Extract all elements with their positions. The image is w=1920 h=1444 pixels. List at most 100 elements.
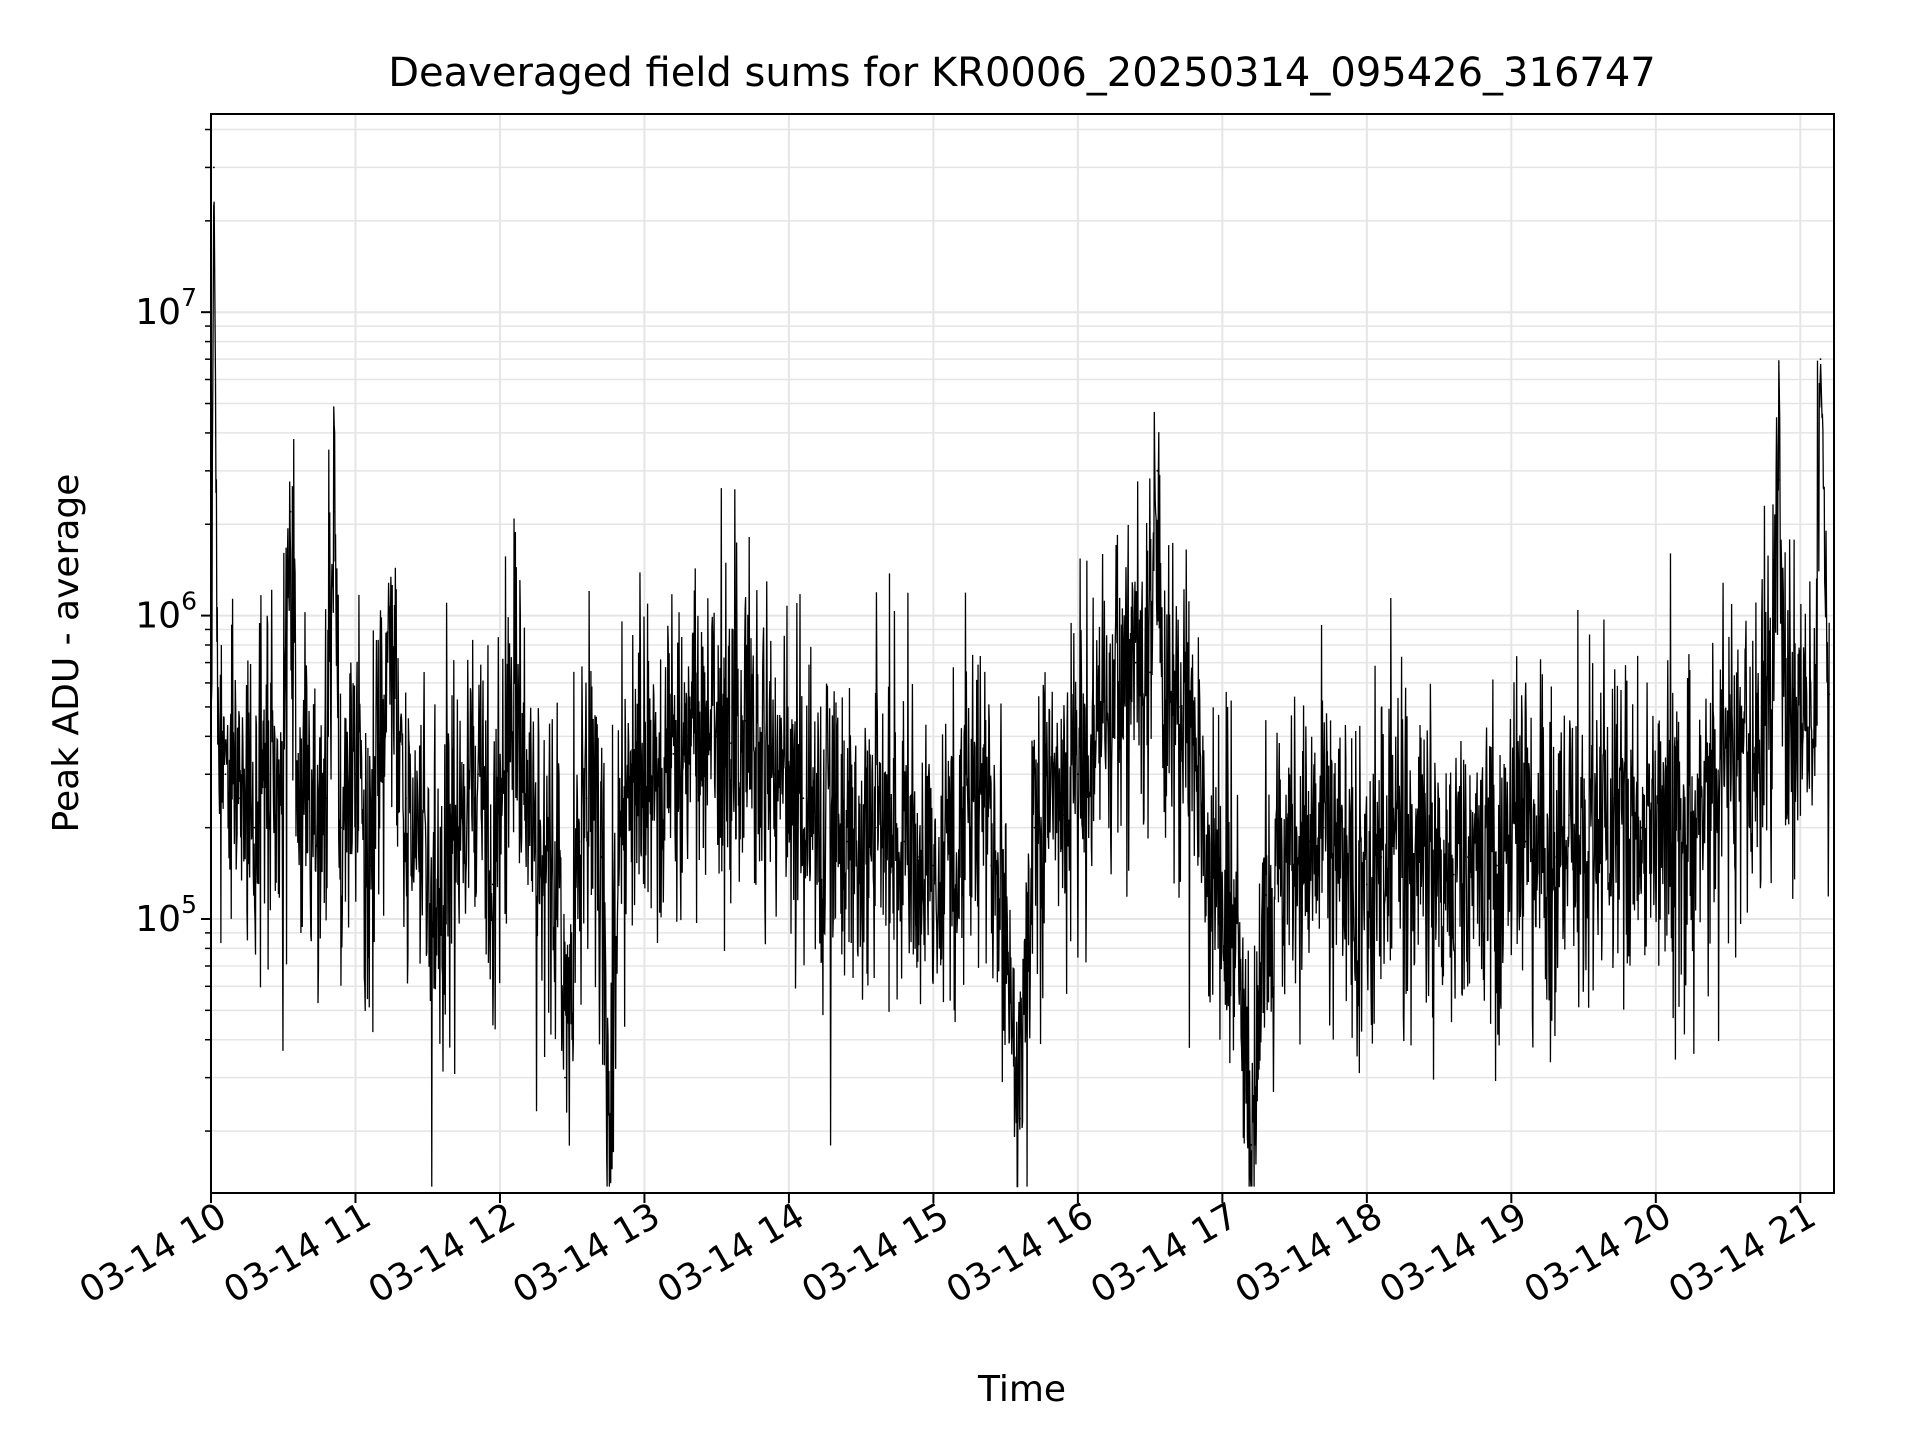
series-point (1235, 918, 1238, 920)
series-point (744, 719, 747, 722)
series-point (1062, 814, 1065, 817)
series-point (1149, 671, 1152, 674)
series-point (1221, 918, 1224, 920)
series-point (527, 797, 530, 800)
y-tick-label: 107 (135, 283, 197, 333)
series-point (1640, 826, 1643, 829)
series-point (1597, 820, 1599, 823)
series-point (990, 864, 993, 867)
series-point (499, 826, 501, 829)
series-point (607, 1100, 610, 1103)
chart-title: Deaveraged field sums for KR0006_2025031… (388, 50, 1656, 96)
series-point (311, 814, 314, 817)
series-point (1048, 797, 1050, 800)
series-point (1568, 814, 1571, 817)
series-point (340, 826, 342, 829)
series-point (946, 840, 949, 843)
series-line (210, 201, 1830, 1188)
series-point (253, 826, 256, 829)
series-point (657, 782, 660, 785)
series-point (860, 856, 863, 858)
series-point (217, 742, 220, 744)
series-point (1163, 719, 1166, 722)
series-point (918, 856, 920, 858)
series-point (332, 510, 335, 513)
y-tick-label: 105 (135, 890, 197, 940)
series-point (1777, 479, 1780, 481)
series-point (831, 814, 834, 817)
series-point (405, 797, 407, 800)
series-point (1351, 873, 1354, 876)
series-point (1524, 840, 1527, 843)
series-point (1683, 826, 1686, 829)
series-point (1264, 894, 1267, 896)
series-point (903, 840, 906, 843)
series-point (1308, 840, 1310, 843)
series-point (1279, 864, 1282, 867)
series-point (1626, 814, 1628, 817)
series-point (556, 826, 559, 829)
series-point (975, 797, 978, 800)
series-point (1553, 856, 1556, 858)
series-point (585, 797, 588, 800)
series-point (1727, 753, 1729, 755)
series-point (802, 797, 805, 800)
y-axis-ticks: 105 106 107 (135, 128, 211, 1132)
series-point (282, 797, 285, 800)
series-point (419, 864, 422, 867)
series-point (1799, 706, 1802, 708)
series-point (621, 814, 624, 817)
series-point (1611, 797, 1614, 800)
series-point (212, 166, 215, 169)
series-point (701, 753, 704, 755)
series-point (564, 1076, 566, 1079)
series-point (874, 826, 877, 829)
series-point (1495, 864, 1498, 867)
series-point (238, 797, 241, 800)
plot-frame (210, 113, 1835, 1194)
series-point (1004, 894, 1007, 896)
series-point (491, 883, 494, 886)
series-point (390, 644, 393, 646)
series-point (672, 753, 675, 755)
series-point (759, 753, 761, 755)
series-layer (210, 166, 1831, 1188)
series-point (325, 797, 328, 800)
series-point (1293, 873, 1296, 876)
series-point (600, 856, 602, 858)
series-point (1394, 826, 1397, 829)
series-point (1105, 706, 1108, 708)
series-point (1481, 883, 1484, 886)
series-point (1178, 706, 1180, 708)
series-point (1510, 848, 1513, 850)
series-point (932, 864, 935, 867)
series-point (686, 735, 689, 738)
series-point (1091, 753, 1094, 755)
series-point (1192, 742, 1195, 744)
series-point (1654, 840, 1657, 843)
series-point (1365, 883, 1368, 886)
series-point (1784, 711, 1787, 714)
series-point (773, 773, 776, 776)
series-point (1756, 735, 1758, 738)
series-point (1250, 1144, 1253, 1146)
series-point (889, 797, 891, 800)
series-point (730, 742, 733, 744)
y-tick-label: 106 (135, 587, 197, 637)
series-point (1156, 469, 1159, 472)
grid-lines (210, 114, 1834, 1193)
series-point (1120, 682, 1123, 684)
series-point (224, 773, 227, 776)
series-point (296, 782, 299, 785)
series-point (1322, 826, 1325, 829)
series-point (961, 826, 964, 829)
x-axis-label: Time (977, 1369, 1066, 1410)
series-point (477, 773, 480, 776)
y-axis-label: Peak ADU - average (46, 474, 87, 833)
series-point (369, 864, 371, 867)
series-point (434, 918, 436, 920)
series-point (578, 840, 581, 843)
series-point (643, 797, 646, 800)
series-point (1669, 814, 1672, 817)
series-point (1337, 864, 1339, 867)
